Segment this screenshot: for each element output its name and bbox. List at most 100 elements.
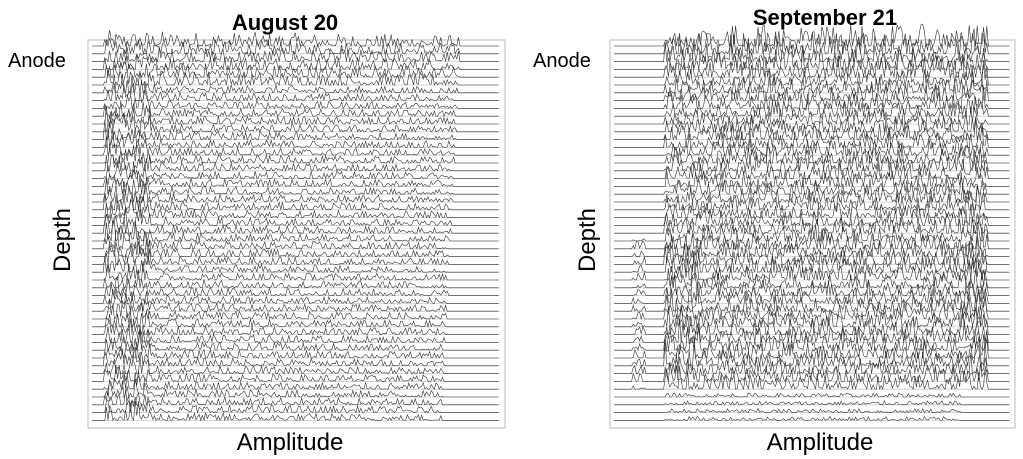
trace [92,154,499,172]
trace [614,84,1010,110]
trace [614,111,1010,133]
trace [92,346,499,367]
trace [614,415,1010,421]
trace [614,47,1010,71]
trace [614,280,1010,305]
anode-label: Anode [8,50,66,72]
trace [92,229,499,250]
trace [614,77,1010,102]
trace [92,389,499,406]
trace [614,334,1010,359]
trace [92,82,499,102]
anode-label: Anode [533,50,591,72]
trace [614,272,1010,297]
trace [614,23,1010,48]
plot-frame [609,39,1016,429]
trace [614,196,1010,219]
trace [614,144,1010,165]
trace [92,183,499,204]
trace [92,299,499,320]
x-axis-label: Amplitude [767,429,874,456]
trace [614,123,1010,149]
trace [92,38,499,55]
trace [614,392,1010,398]
trace [92,145,499,165]
trace [92,176,499,196]
trace [92,308,499,328]
trace [92,261,499,282]
trace [92,323,499,344]
trace [92,240,499,258]
trace [614,167,1010,188]
trace [614,295,1010,321]
trace [614,256,1010,281]
trace [92,169,499,188]
trace [614,149,1010,172]
trace [92,208,499,227]
trace [92,245,499,266]
trace [92,47,499,63]
trace [92,370,499,391]
trace [614,234,1010,258]
panel-title: August 20 [232,10,338,35]
trace [614,104,1010,126]
traces [92,30,500,422]
trace [92,275,499,297]
trace [92,89,499,110]
x-axis-label: Amplitude [237,429,344,456]
trace [92,70,499,87]
trace [92,362,499,383]
trace [92,193,499,211]
traces [614,23,1010,421]
trace [614,209,1010,235]
trace [614,32,1010,55]
trace [614,40,1010,63]
trace [92,198,499,219]
panel-title: September 21 [753,5,897,30]
trace [92,105,499,126]
trace [614,118,1010,141]
trace [92,220,499,243]
trace [614,341,1010,367]
trace [614,203,1010,227]
trace [614,186,1010,211]
trace [92,54,499,71]
trace [92,291,499,313]
trace [614,358,1010,383]
trace [92,340,499,359]
trace [92,331,499,352]
trace [92,354,499,375]
trace [614,139,1010,157]
trace [614,184,1010,203]
trace [92,395,499,414]
trace [92,269,499,289]
trace [92,214,499,235]
trace [92,128,499,149]
trace [92,253,499,274]
trace [92,161,499,180]
trace [92,100,499,118]
trace [92,61,499,79]
trace [614,172,1010,196]
trace [92,136,499,157]
trace [92,285,499,305]
y-axis-label: Depth [574,208,601,272]
trace [614,288,1010,313]
trace [92,400,499,422]
y-axis-label: Depth [49,208,76,272]
trace [614,96,1010,118]
trace [614,63,1010,87]
trace [92,30,499,47]
trace [92,316,499,336]
trace [614,407,1010,414]
trace [614,71,1010,94]
trace [614,264,1010,289]
trace [92,112,499,133]
trace [92,378,499,399]
trace [92,119,499,141]
trace [614,400,1010,406]
trace [614,240,1010,266]
